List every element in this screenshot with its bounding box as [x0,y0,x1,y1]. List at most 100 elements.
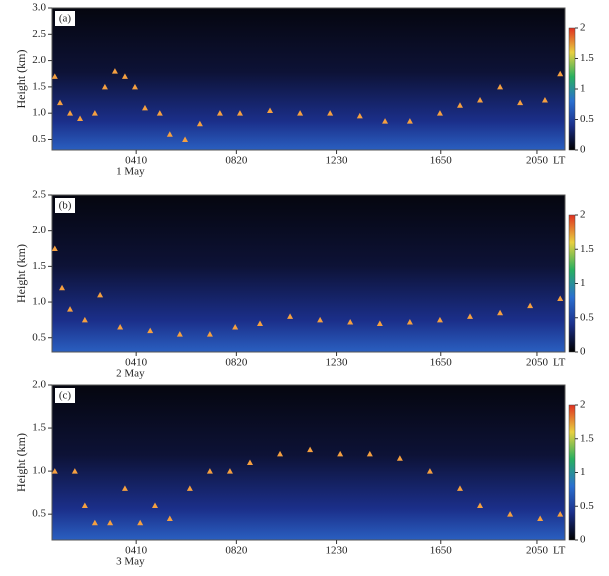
x-tick-label: 0820 [225,155,248,167]
boundary-layer-marker [376,320,383,326]
y-tick-label: 2.0 [32,54,46,66]
boundary-layer-marker [507,511,514,517]
boundary-layer-marker [51,245,58,252]
boundary-layer-marker [186,485,193,491]
colorbar-tick-label: 0.5 [580,500,594,512]
y-tick-label: 3.0 [32,2,46,14]
x-tick-label: 1650 [430,545,453,557]
plot-background [51,194,566,353]
date-label: 3 May [116,556,145,568]
colorbar [568,214,576,353]
colorbar [568,404,576,541]
boundary-layer-marker [537,515,544,521]
panel-label: (b) [59,200,72,212]
boundary-layer-marker [111,68,118,74]
boundary-layer-marker [131,83,138,90]
x-unit: LT [553,155,566,167]
boundary-layer-marker [337,450,344,457]
x-tick-label: 1230 [326,155,349,167]
boundary-layer-marker [406,118,413,124]
panel-label: (c) [59,390,72,402]
y-axis-label: Height (km) [14,50,28,109]
boundary-layer-marker [141,104,148,111]
boundary-layer-marker [396,455,403,461]
boundary-layer-marker [317,316,324,323]
colorbar [568,27,576,151]
y-axis-label: Height (km) [14,433,28,492]
boundary-layer-marker [59,284,66,291]
boundary-layer-marker [356,112,363,119]
colorbar-tick-label: 1.5 [580,432,594,444]
y-tick-label: 2.0 [32,379,46,391]
colorbar-tick-label: 2 [580,22,586,34]
boundary-layer-marker [206,331,213,337]
boundary-layer-marker [327,110,334,116]
boundary-layer-marker [216,110,223,116]
boundary-layer-marker [91,519,98,526]
boundary-layer-marker [121,73,128,79]
boundary-layer-marker [557,511,564,517]
boundary-layer-marker [71,468,78,474]
plot-background [51,384,566,541]
colorbar-tick-label: 1.5 [580,52,594,64]
x-tick-label: 1230 [326,357,349,369]
date-label: 2 May [116,368,145,380]
boundary-layer-marker [196,120,203,127]
colorbar-tick-label: 0.5 [580,311,594,323]
boundary-layer-marker [182,136,189,142]
boundary-layer-marker [152,502,159,509]
colorbar-tick-label: 0 [580,534,586,546]
y-tick-label: 1.5 [32,80,46,92]
x-unit: LT [553,357,566,369]
colorbar-tick-label: 1 [580,466,586,478]
x-tick-label: 0820 [225,357,248,369]
boundary-layer-marker [382,118,389,124]
boundary-layer-marker [176,331,183,337]
boundary-layer-marker [77,115,84,121]
y-tick-label: 2.5 [32,189,46,201]
boundary-layer-marker [287,313,294,319]
y-tick-label: 0.5 [32,331,46,343]
y-tick-label: 1.5 [32,422,46,434]
boundary-layer-marker [456,485,463,491]
boundary-layer-marker [436,110,443,116]
x-tick-label: 0820 [225,545,248,557]
y-tick-label: 0.5 [32,508,46,520]
colorbar-tick-label: 2 [580,209,586,221]
panel-label-box [55,11,75,26]
boundary-layer-marker [147,327,154,334]
colorbar-tick-label: 0 [580,346,586,358]
boundary-layer-marker [477,97,484,103]
boundary-layer-marker [166,515,173,521]
boundary-layer-marker [557,295,564,301]
boundary-layer-marker [206,468,213,474]
boundary-layer-marker [517,99,524,106]
boundary-layer-marker [121,485,128,491]
x-tick-label: 0410 [125,155,148,167]
x-tick-label: 0410 [125,357,148,369]
y-tick-label: 1.0 [32,465,46,477]
boundary-layer-marker [307,446,314,453]
boundary-layer-marker [436,316,443,323]
boundary-layer-marker [246,459,253,465]
boundary-layer-marker [267,107,274,114]
boundary-layer-marker [97,291,104,298]
boundary-layer-marker [497,309,504,316]
x-tick-label: 2050 [526,357,549,369]
x-tick-label: 1650 [430,357,453,369]
x-tick-label: 1230 [326,545,349,557]
boundary-layer-marker [81,502,88,509]
y-tick-label: 2.5 [32,28,46,40]
boundary-layer-marker [232,324,239,330]
y-tick-label: 1.0 [32,296,46,308]
y-tick-label: 0.5 [32,133,46,145]
boundary-layer-marker [51,73,58,79]
boundary-layer-marker [91,110,98,116]
x-tick-label: 1650 [430,155,453,167]
x-tick-label: 0410 [125,545,148,557]
boundary-layer-marker [426,468,433,474]
boundary-layer-marker [101,83,108,90]
boundary-layer-marker [226,468,233,474]
boundary-layer-marker [156,110,163,116]
